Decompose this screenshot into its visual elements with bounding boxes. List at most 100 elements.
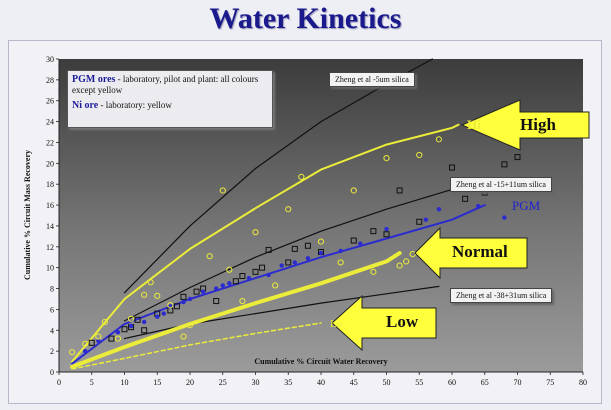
series-points [69,136,521,356]
y-tick-label: 16 [46,201,54,210]
data-point-blue [220,283,225,288]
y-tick-label: 0 [50,368,54,377]
x-tick-label: 5 [90,378,94,387]
data-point-yellow [127,315,135,322]
data-point-black [108,335,115,342]
series-line-hi [71,123,460,363]
data-point-yellow [147,279,154,286]
data-point-yellow [180,333,187,340]
data-point-black [291,245,298,252]
data-point-black [134,316,141,323]
data-point-black [396,187,403,194]
y-tick-label: 22 [46,138,54,147]
data-point-black [416,218,423,225]
data-point-black [88,339,95,346]
data-point-black [232,278,239,285]
data-point-blue [266,272,271,278]
data-point-yellow [409,251,416,258]
legend-ni-text: - laboratory: yellow [98,100,172,110]
callout-low: Low [386,312,419,331]
data-point-yellow [298,173,305,180]
high-arrow [460,99,590,151]
x-axis-label: Cumulative % Circuit Water Recovery [254,357,387,366]
y-tick-label: 2 [50,347,54,356]
data-point-black [304,242,311,249]
data-point-yellow [272,282,279,289]
series-line-lo [71,322,322,370]
data-point-yellow [154,292,161,299]
data-point-black [239,273,246,280]
y-axis-label: Cumulative % Circuit Mass Recovery [23,150,32,280]
x-tick-label: 60 [448,378,456,387]
normal-arrow [414,226,528,280]
data-point-yellow [285,206,292,213]
y-tick-label: 30 [46,55,54,64]
x-tick-label: 80 [579,378,587,387]
x-tick-label: 0 [57,378,61,387]
data-point-black [514,154,521,161]
x-tick-label: 40 [317,378,325,387]
data-point-yellow [435,136,442,143]
slide-title: Water Kinetics [209,2,402,35]
data-point-blue [358,241,363,246]
data-point-yellow [101,318,108,326]
y-tick-label: 14 [46,222,54,231]
low-arrow [331,294,437,352]
data-point-blue [155,314,160,319]
curve-label-pgm: PGM [512,198,541,213]
data-point-yellow [114,335,122,342]
x-tick-label: 55 [415,378,423,387]
data-point-blue [181,299,186,305]
y-tick-label: 20 [46,159,54,168]
data-point-blue [318,250,324,256]
y-tick-label: 8 [50,285,54,294]
data-point-yellow [350,187,357,194]
x-tick-label: 25 [219,378,227,387]
x-tick-label: 50 [383,378,391,387]
data-point-yellow [383,155,390,162]
data-point-blue [141,319,147,325]
x-tick-label: 10 [121,378,129,387]
data-point-black [180,293,187,300]
data-point-yellow [69,349,76,356]
data-point-yellow [403,258,410,265]
data-point-yellow [317,238,325,245]
y-tick-label: 12 [46,243,54,252]
data-point-yellow [141,291,148,298]
data-point-blue [423,217,428,222]
data-point-yellow [252,229,259,236]
data-point-yellow [167,302,174,309]
series-line-zheng-et-al-15-11um-silica [123,188,453,322]
data-point-blue [292,260,297,265]
data-point-black [383,231,390,238]
data-point-black [462,195,469,202]
data-point-yellow [337,259,344,266]
data-point-black [350,237,357,244]
data-point-black [449,164,455,171]
data-point-blue [502,215,507,220]
data-point-black [501,161,508,168]
x-tick-label: 35 [284,378,292,387]
data-point-blue [476,203,481,209]
y-tick-label: 26 [46,97,54,106]
data-point-black [252,268,259,275]
legend-pgm-text: - laboratory, pilot and plant: all colou… [72,74,259,95]
y-tick-label: 4 [50,326,54,335]
curve-label-hi: Hi [467,117,481,132]
data-point-blue [338,248,343,254]
ref-label-5um: Zheng et al -5um silica [329,72,415,87]
data-point-black [141,327,148,334]
data-point-yellow [226,266,233,273]
data-point-blue [305,256,311,261]
axes: 0 5 10 15 20 25 30 35 40 45 50 55 60 65 70 75 8002468101… [46,55,587,387]
data-point-blue [436,207,442,212]
x-tick-label: 75 [546,378,554,387]
legend-box: PGM ores - laboratory, pilot and plant: … [67,70,273,128]
data-point-black [121,326,128,333]
x-tick-label: 15 [153,378,161,387]
data-point-blue [279,263,284,268]
data-point-yellow [82,340,89,347]
data-point-black [259,264,266,271]
data-point-blue [200,289,206,294]
data-point-blue [161,311,166,316]
